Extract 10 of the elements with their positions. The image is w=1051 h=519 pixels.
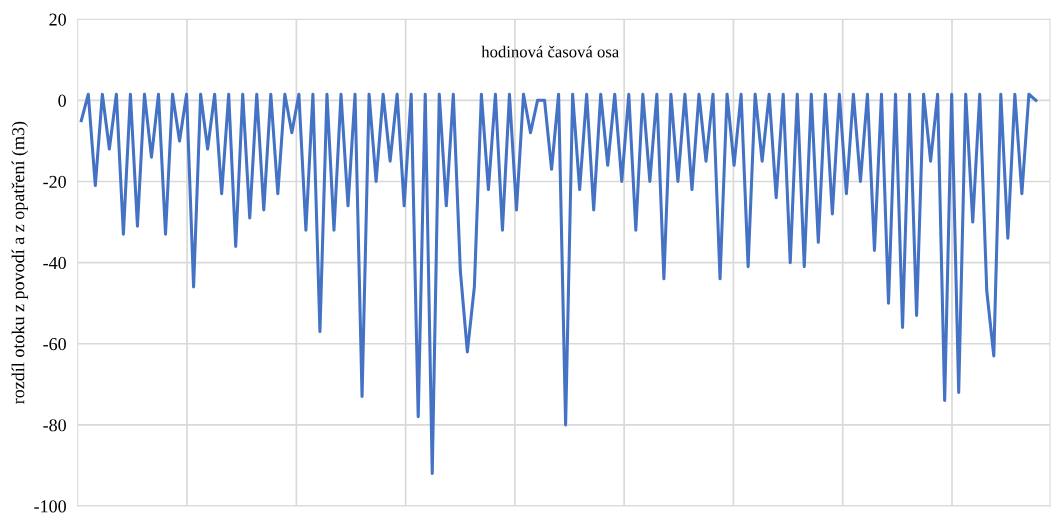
y-tick-label: 0 bbox=[58, 94, 66, 107]
line-series bbox=[79, 92, 1038, 476]
y-tick-label: -80 bbox=[43, 419, 66, 432]
y-tick-label: -100 bbox=[34, 500, 66, 513]
annotation: hodinová časová osa bbox=[481, 45, 619, 58]
y-tick-label: -60 bbox=[43, 338, 66, 351]
y-axis-title: rozdíl otoku z povodí a z opatření (m3) bbox=[11, 121, 29, 404]
y-tick-label: -40 bbox=[43, 256, 66, 270]
y-tick-label: 20 bbox=[49, 13, 66, 26]
y-tick-label: -20 bbox=[43, 175, 66, 188]
